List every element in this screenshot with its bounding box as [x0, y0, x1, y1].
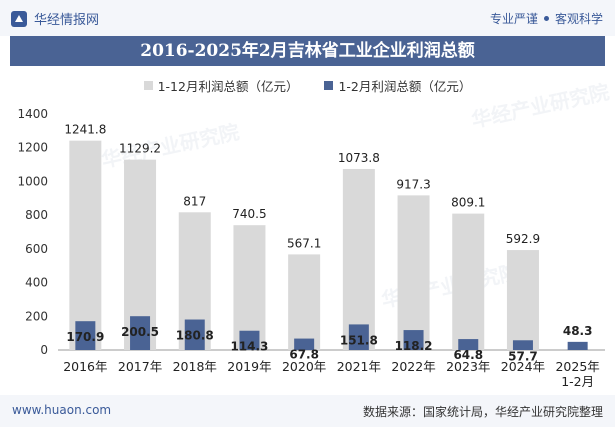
bar-full-year — [233, 225, 266, 350]
bar-full-year — [506, 250, 539, 350]
footer: www.huaon.com 数据来源：国家统计局，华经产业研究院整理 — [0, 395, 615, 427]
data-label-jan-feb: 114.3 — [230, 340, 268, 354]
bar-full-year — [452, 213, 485, 350]
data-label-jan-feb: 48.3 — [563, 324, 593, 338]
slogan-left: 专业严谨 — [489, 12, 538, 26]
data-label-full-year: 567.1 — [287, 236, 321, 250]
y-tick-label: 1000 — [17, 174, 48, 188]
bar-jan-feb — [75, 321, 96, 350]
data-label-jan-feb: 64.8 — [453, 348, 483, 362]
data-label-jan-feb: 118.2 — [395, 339, 433, 353]
x-tick-label: 2025年 — [555, 359, 599, 374]
footer-website[interactable]: www.huaon.com — [12, 403, 112, 417]
bar-full-year — [288, 254, 321, 350]
x-tick-label: 2021年 — [337, 359, 381, 374]
bar-jan-feb — [567, 341, 588, 350]
chart-title: 2016-2025年2月吉林省工业企业利润总额 — [10, 36, 605, 66]
brand-name: 华经情报网 — [34, 13, 100, 28]
legend-label-jan-feb: 1-2月利润总额（亿元） — [338, 79, 472, 94]
logo-icon — [11, 10, 27, 27]
bar-jan-feb — [512, 340, 533, 350]
data-label-full-year: 1129.2 — [119, 142, 161, 156]
y-tick-label: 1400 — [17, 107, 48, 121]
y-tick-label: 600 — [25, 242, 48, 256]
data-label-full-year: 1241.8 — [64, 123, 106, 137]
legend: 1-12月利润总额（亿元） 1-2月利润总额（亿元） — [0, 76, 615, 95]
data-label-full-year: 740.5 — [232, 207, 266, 221]
data-label-full-year: 592.9 — [506, 232, 540, 246]
bar-jan-feb — [348, 324, 369, 350]
y-tick-label: 200 — [25, 309, 48, 323]
data-label-jan-feb: 180.8 — [176, 329, 214, 343]
data-label-full-year: 1073.8 — [338, 151, 380, 165]
bar-jan-feb — [294, 338, 315, 350]
x-tick-label: 2019年 — [227, 359, 271, 374]
bar-jan-feb — [184, 319, 205, 350]
data-label-full-year: 809.1 — [451, 196, 485, 210]
bar-full-year — [342, 168, 375, 350]
x-tick-label: 2022年 — [391, 359, 435, 374]
legend-swatch-full-year — [143, 81, 153, 90]
data-label-jan-feb: 170.9 — [66, 330, 104, 344]
x-tick-label: 2018年 — [173, 359, 217, 374]
data-label-jan-feb: 67.8 — [289, 348, 319, 362]
y-tick-label: 800 — [25, 208, 48, 222]
legend-item-full-year: 1-12月利润总额（亿元） — [143, 76, 299, 95]
dot-icon — [543, 16, 549, 21]
bar-jan-feb — [130, 316, 151, 350]
x-tick-label: 2017年 — [118, 359, 162, 374]
x-tick-label: 2016年 — [63, 359, 107, 374]
x-tick-label: 1-2月 — [561, 374, 594, 389]
legend-item-jan-feb: 1-2月利润总额（亿元） — [324, 76, 471, 95]
data-label-jan-feb: 200.5 — [121, 325, 159, 339]
slogan: 专业严谨 客观科学 — [490, 10, 603, 27]
top-bar: 华经情报网 专业严谨 客观科学 — [0, 0, 615, 36]
legend-swatch-jan-feb — [324, 81, 334, 90]
bar-jan-feb — [403, 330, 424, 350]
data-label-jan-feb: 151.8 — [340, 333, 378, 347]
x-tick-label: 2024年 — [501, 359, 545, 374]
y-tick-label: 1200 — [17, 141, 48, 155]
data-label-jan-feb: 57.7 — [508, 349, 538, 363]
slogan-right: 客观科学 — [554, 12, 603, 26]
legend-label-full-year: 1-12月利润总额（亿元） — [157, 79, 299, 94]
bar-full-year — [69, 140, 102, 350]
x-tick-label: 2023年 — [446, 359, 490, 374]
x-tick-label: 2020年 — [282, 359, 326, 374]
bar-full-year — [397, 195, 430, 350]
y-tick-label: 0 — [40, 343, 48, 357]
data-label-full-year: 817 — [183, 194, 206, 208]
bar-jan-feb — [239, 330, 260, 350]
bar-jan-feb — [458, 339, 479, 350]
brand: 华经情报网 — [10, 9, 99, 28]
y-tick-label: 400 — [25, 276, 48, 290]
data-label-full-year: 917.3 — [396, 177, 430, 191]
footer-source: 数据来源：国家统计局，华经产业研究院整理 — [362, 405, 603, 419]
